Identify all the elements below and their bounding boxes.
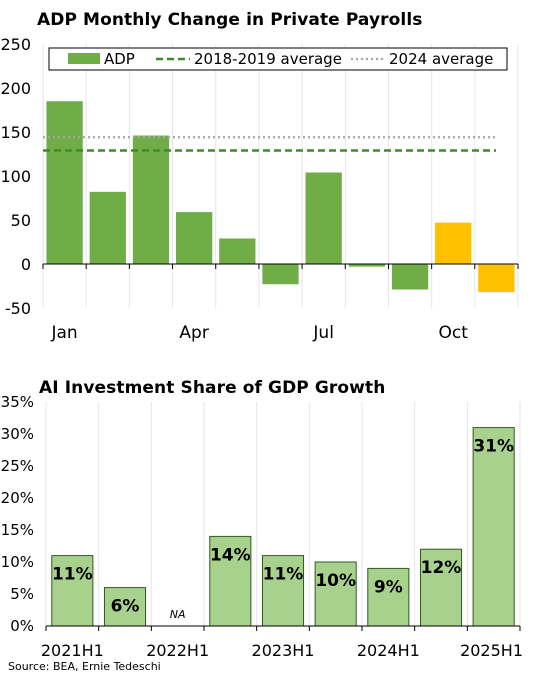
chart2-ytick-label: 15%	[1, 521, 34, 539]
chart2-ytick-label: 10%	[1, 553, 34, 571]
chart1-bar	[478, 264, 515, 293]
chart1-legend-swatch-adp	[68, 53, 100, 64]
chart2-ytick-label: 35%	[1, 393, 34, 411]
chart1-xtick-label: Apr	[179, 323, 208, 343]
chart1-legend-label-dashed: 2018-2019 average	[194, 50, 342, 68]
chart2-xtick-label: 2024H1	[357, 641, 420, 660]
chart1-bar	[89, 191, 126, 264]
chart2-bar	[419, 548, 463, 627]
chart2-bar	[472, 427, 515, 627]
chart2-bar	[314, 561, 357, 627]
chart1-bar	[391, 264, 429, 290]
chart2-data-label: 11%	[52, 565, 93, 585]
chart2-xtick-label: 2021H1	[41, 641, 104, 660]
chart1-bar	[219, 238, 256, 264]
chart2-xtick-label: 2022H1	[146, 641, 209, 660]
chart1-bar	[305, 172, 342, 264]
chart2-title: AI Investment Share of GDP Growth	[39, 378, 386, 398]
chart2-ytick-label: 5%	[10, 585, 34, 603]
chart1-legend	[48, 47, 508, 71]
chart2-data-label: 14%	[210, 545, 251, 565]
chart1-bar	[46, 101, 83, 264]
chart1-bar	[132, 135, 170, 264]
chart2-data-label: 11%	[263, 565, 304, 585]
chart2-bar	[209, 535, 252, 627]
chart1-ytick-label: 0	[21, 255, 31, 274]
chart2-data-label: 10%	[315, 571, 356, 591]
chart2-bar	[367, 567, 410, 627]
chart2-xtick-label: 2025H1	[460, 641, 523, 660]
chart1-title: ADP Monthly Change in Private Payrolls	[37, 10, 423, 30]
chart2-ytick-label: 20%	[1, 489, 34, 507]
chart2-ytick-label: 0%	[10, 617, 34, 635]
source-note: Source: BEA, Ernie Tedeschi	[8, 660, 161, 673]
chart1-xtick-label: Jan	[50, 323, 77, 343]
chart1-legend-label-adp: ADP	[104, 50, 135, 68]
chart2-xtick-label: 2023H1	[252, 641, 315, 660]
chart1-bar	[435, 222, 472, 264]
chart1-ytick-label: 200	[0, 79, 31, 98]
chart1-ytick-label: 150	[0, 123, 31, 142]
chart2-data-label: 6%	[111, 597, 140, 617]
chart1-ytick-label: 50	[11, 211, 31, 230]
chart2-ytick-label: 25%	[1, 457, 34, 475]
chart2-data-label: 9%	[374, 577, 403, 597]
chart2-bar	[261, 555, 305, 627]
chart1-ytick-label: 250	[0, 35, 31, 54]
chart2-data-label: NA	[170, 608, 186, 621]
chart2-data-label: 12%	[421, 558, 462, 578]
chart1-ytick-label: 100	[0, 167, 31, 186]
chart2-ytick-label: 30%	[1, 425, 34, 443]
chart1-bar	[348, 264, 385, 267]
chart2-data-label: 31%	[473, 437, 514, 457]
chart1-bar	[176, 212, 213, 264]
chart2-bar	[103, 587, 147, 627]
chart1-ytick-label: -50	[5, 299, 31, 318]
chart1-xtick-label: Oct	[439, 323, 469, 343]
chart1-xtick-label: Jul	[312, 323, 334, 343]
chart1-legend-label-dotted: 2024 average	[389, 50, 493, 68]
chart1-bar	[262, 264, 299, 285]
